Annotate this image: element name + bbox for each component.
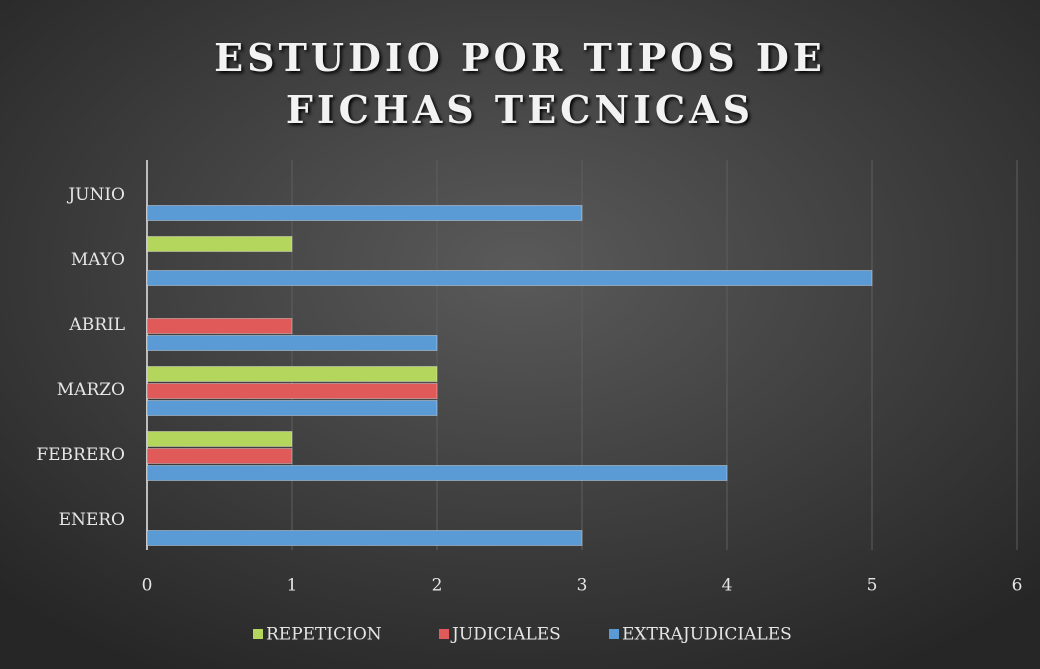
y-tick-label: JUNIO (66, 185, 125, 205)
x-tick-label: 6 (1012, 576, 1023, 596)
bar (146, 448, 293, 464)
bar (146, 318, 293, 334)
bar (146, 465, 728, 481)
legend-label: JUDICIALES (450, 625, 561, 645)
x-tick-label: 1 (287, 576, 298, 596)
chart-title: ESTUDIO POR TIPOS DE FICHAS TECNICAS (214, 35, 826, 132)
y-tick-label: FEBRERO (36, 445, 125, 465)
y-tick-label: ABRIL (68, 315, 125, 335)
legend-label: REPETICION (266, 625, 382, 645)
bar (146, 530, 583, 546)
y-tick-label: ENERO (59, 510, 125, 530)
x-tick-label: 4 (722, 576, 733, 596)
bar (146, 335, 438, 351)
bar (146, 383, 438, 399)
x-tick-label: 5 (867, 576, 878, 596)
legend-label: EXTRAJUDICIALES (622, 625, 792, 645)
bar (146, 205, 583, 221)
bar (146, 270, 873, 286)
legend-marker (253, 629, 263, 639)
bar (146, 366, 438, 382)
x-tick-label: 0 (142, 576, 153, 596)
bar (146, 400, 438, 416)
bar (146, 236, 293, 252)
y-tick-label: MARZO (57, 380, 125, 400)
y-tick-label: MAYO (71, 250, 125, 270)
x-tick-label: 2 (432, 576, 443, 596)
bar (146, 431, 293, 447)
x-tick-label: 3 (577, 576, 588, 596)
legend-marker (609, 629, 619, 639)
legend-marker (439, 629, 449, 639)
